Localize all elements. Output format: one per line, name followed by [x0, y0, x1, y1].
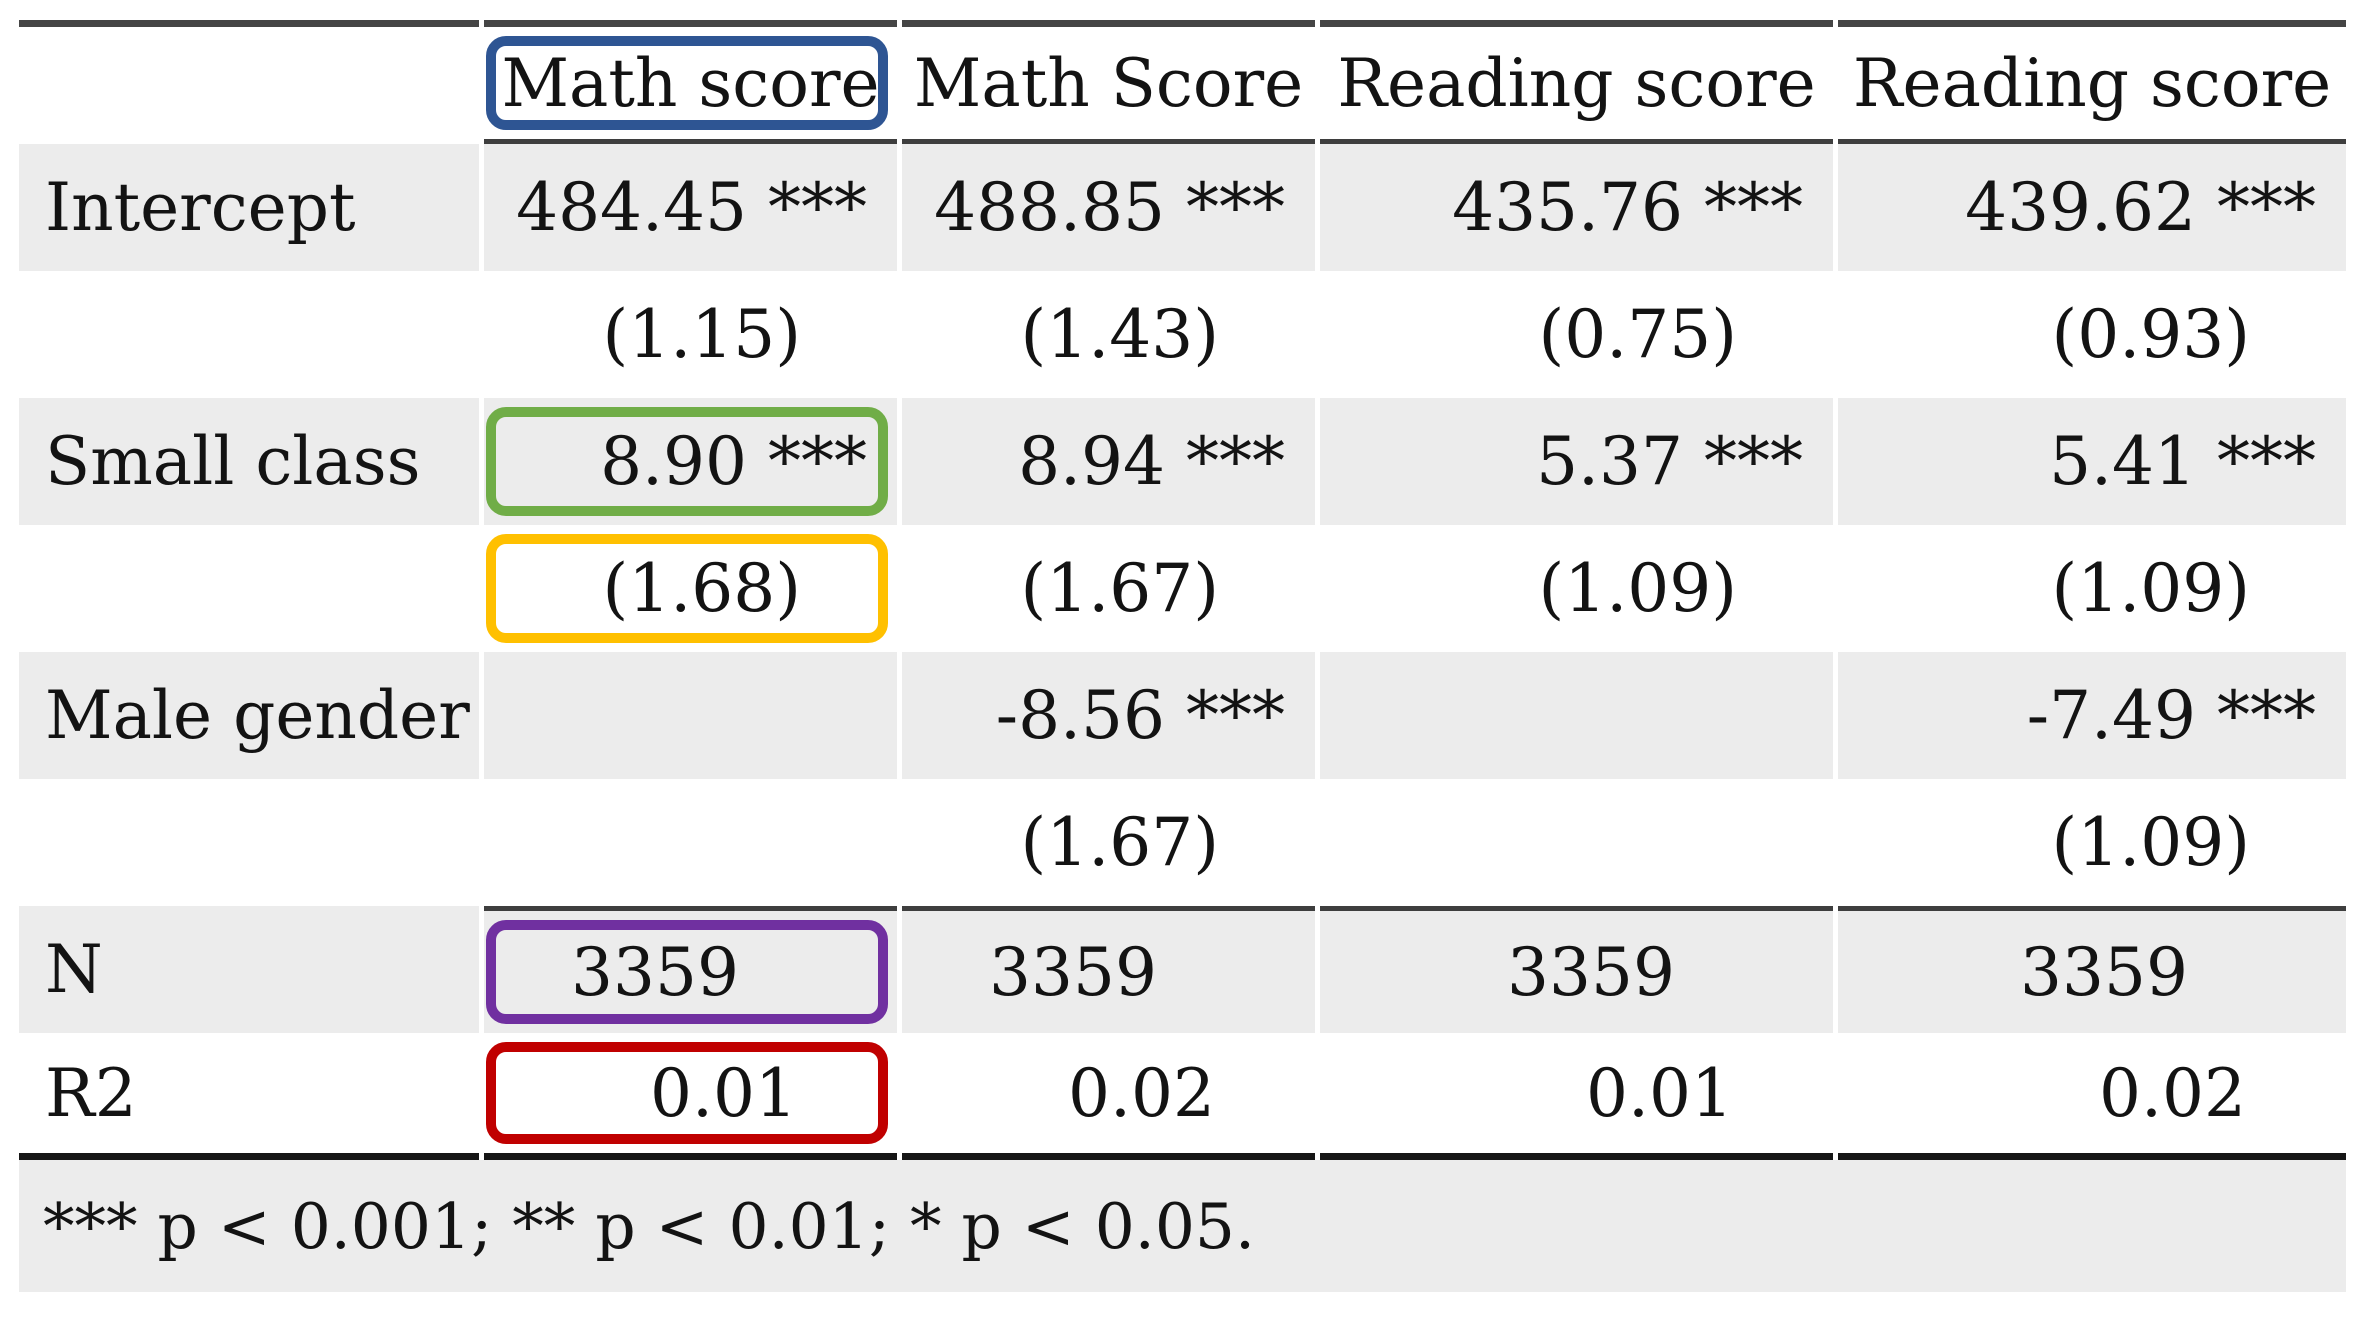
data-cell: (1.67) [1020, 804, 1219, 881]
data-cell: 0.01 [1320, 1033, 1833, 1160]
data-cell: (1.09) [2051, 804, 2250, 881]
data-cell: (0.93) [2051, 296, 2250, 373]
row-label: R2 [19, 1033, 479, 1160]
data-cell: 8.94 *** [902, 398, 1315, 525]
header-row: Math score Math Score Reading score Read… [19, 20, 2346, 144]
data-cell: 0.01 [484, 1033, 897, 1160]
table-row-male-gender: Male gender -8.56 *** -7.49 *** [19, 652, 2346, 779]
data-cell [1320, 779, 1833, 906]
data-cell [484, 779, 897, 906]
cell-value: 3359 [571, 933, 739, 1011]
column-header-label: Math Score [913, 44, 1304, 122]
data-cell: 5.41 *** [1838, 398, 2346, 525]
row-label: Male gender [19, 652, 479, 779]
data-cell: (1.09) [1538, 550, 1737, 627]
data-cell: (1.09) [2051, 550, 2250, 627]
table-row-intercept: Intercept 484.45 *** 488.85 *** 435.76 *… [19, 144, 2346, 271]
data-cell: 3359 [1838, 906, 2346, 1033]
data-cell [484, 652, 897, 779]
data-cell: 435.76 *** [1320, 144, 1833, 271]
column-header-label: Reading score [1337, 44, 1816, 122]
data-cell: -7.49 *** [1838, 652, 2346, 779]
header-corner-cell [19, 20, 479, 144]
column-header-math-score-2: Math Score [902, 20, 1315, 144]
table-row-n: N 3359 3359 3359 3359 [19, 906, 2346, 1033]
row-label [19, 779, 479, 906]
data-cell: (1.43) [1020, 296, 1219, 373]
column-header-reading-score-1: Reading score [1320, 20, 1833, 144]
data-cell: 488.85 *** [902, 144, 1315, 271]
footnote-row: *** p < 0.001; ** p < 0.01; * p < 0.05. [19, 1160, 2346, 1292]
table-row-r2: R2 0.01 0.02 0.01 0.02 [19, 1033, 2346, 1160]
data-cell: (1.15) [602, 296, 801, 373]
data-cell: 3359 [484, 906, 897, 1033]
row-label: Intercept [19, 144, 479, 271]
data-cell: 0.02 [902, 1033, 1315, 1160]
table-row-intercept-se: (1.15) (1.43) (0.75) (0.93) [19, 271, 2346, 398]
table-row-male-gender-se: (1.67) (1.09) [19, 779, 2346, 906]
significance-footnote: *** p < 0.001; ** p < 0.01; * p < 0.05. [19, 1160, 2346, 1292]
data-cell: 5.37 *** [1320, 398, 1833, 525]
data-cell: (1.67) [1020, 550, 1219, 627]
data-cell: 439.62 *** [1838, 144, 2346, 271]
data-cell: 8.90 *** [484, 398, 897, 525]
data-cell: (1.68) [484, 525, 897, 652]
table-row-small-class-se: (1.68) (1.67) (1.09) (1.09) [19, 525, 2346, 652]
row-label [19, 525, 479, 652]
cell-value: 0.01 [650, 1054, 797, 1132]
data-cell: 3359 [1320, 906, 1833, 1033]
data-cell: (0.75) [1538, 296, 1737, 373]
column-header-label: Math score [501, 44, 880, 122]
column-header-reading-score-2: Reading score [1838, 20, 2346, 144]
cell-value: 8.90 *** [600, 423, 867, 500]
regression-results-table: Math score Math Score Reading score Read… [14, 20, 2351, 1292]
column-header-math-score-1: Math score [484, 20, 897, 144]
row-label: Small class [19, 398, 479, 525]
table-row-small-class: Small class 8.90 *** 8.94 *** 5.37 *** 5… [19, 398, 2346, 525]
column-header-label: Reading score [1852, 44, 2332, 122]
cell-value: (1.68) [602, 550, 801, 627]
data-cell: 3359 [902, 906, 1315, 1033]
row-label: N [19, 906, 479, 1033]
data-cell: 484.45 *** [484, 144, 897, 271]
data-cell: -8.56 *** [902, 652, 1315, 779]
row-label [19, 271, 479, 398]
data-cell: 0.02 [1838, 1033, 2346, 1160]
data-cell [1320, 652, 1833, 779]
